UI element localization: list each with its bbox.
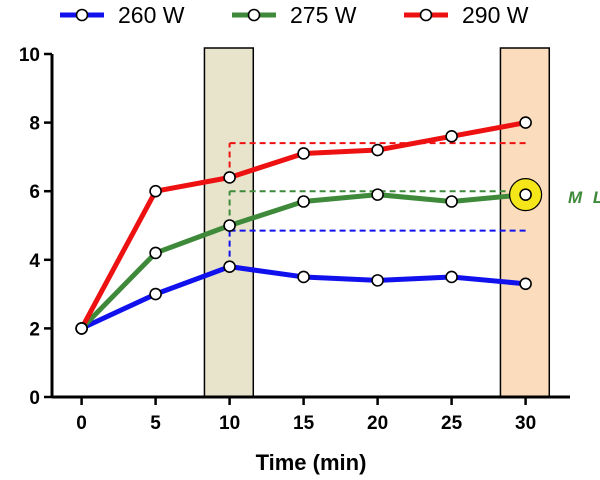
y-tick-label: 10 <box>19 45 40 66</box>
data-point <box>445 195 458 208</box>
data-point <box>445 270 458 284</box>
data-point <box>519 277 532 291</box>
data-point <box>445 130 458 143</box>
data-point <box>519 116 532 129</box>
shaded-region-1 <box>499 47 551 398</box>
data-point <box>149 184 162 198</box>
axis-ticks: 0 5 10 15 20 25 30 0 2 4 6 8 10 <box>19 45 536 434</box>
legend-swatch-marker-1 <box>247 8 261 22</box>
y-tick-label: 6 <box>29 182 40 203</box>
series-line-1 <box>79 192 526 331</box>
data-point <box>149 287 162 301</box>
x-tick-label: 30 <box>515 413 536 434</box>
data-points <box>75 116 532 335</box>
x-tick-label: 0 <box>76 413 87 434</box>
legend: 260 W 275 W 290 W <box>60 2 529 28</box>
data-point <box>297 147 310 160</box>
data-point <box>223 219 236 232</box>
y-tick-label: 0 <box>29 388 40 409</box>
data-point <box>297 270 310 284</box>
x-axis-title: Time (min) <box>256 450 367 475</box>
data-point <box>223 171 236 184</box>
legend-label-1: 275 W <box>290 2 357 28</box>
data-point <box>75 322 88 335</box>
data-point <box>297 195 310 208</box>
data-point <box>371 274 384 287</box>
x-tick-label: 10 <box>219 413 240 434</box>
data-point <box>371 188 384 201</box>
legend-label-0: 260 W <box>118 2 185 28</box>
shaded-regions <box>203 47 551 398</box>
axes <box>50 54 570 399</box>
x-tick-label: 5 <box>150 413 161 434</box>
data-point <box>149 246 162 260</box>
y-tick-label: 2 <box>29 319 40 340</box>
data-point <box>223 260 236 273</box>
x-tick-label: 15 <box>293 413 315 434</box>
x-tick-label: 20 <box>367 413 388 434</box>
legend-swatch-marker-2 <box>419 8 433 22</box>
legend-swatch-marker-0 <box>75 8 89 22</box>
data-point <box>519 188 532 201</box>
annotation-label: M L <box>568 188 600 207</box>
x-tick-label: 25 <box>441 413 463 434</box>
legend-label-2: 290 W <box>462 2 529 28</box>
data-point <box>371 143 384 157</box>
y-tick-label: 4 <box>29 251 40 272</box>
y-tick-label: 8 <box>29 114 40 135</box>
